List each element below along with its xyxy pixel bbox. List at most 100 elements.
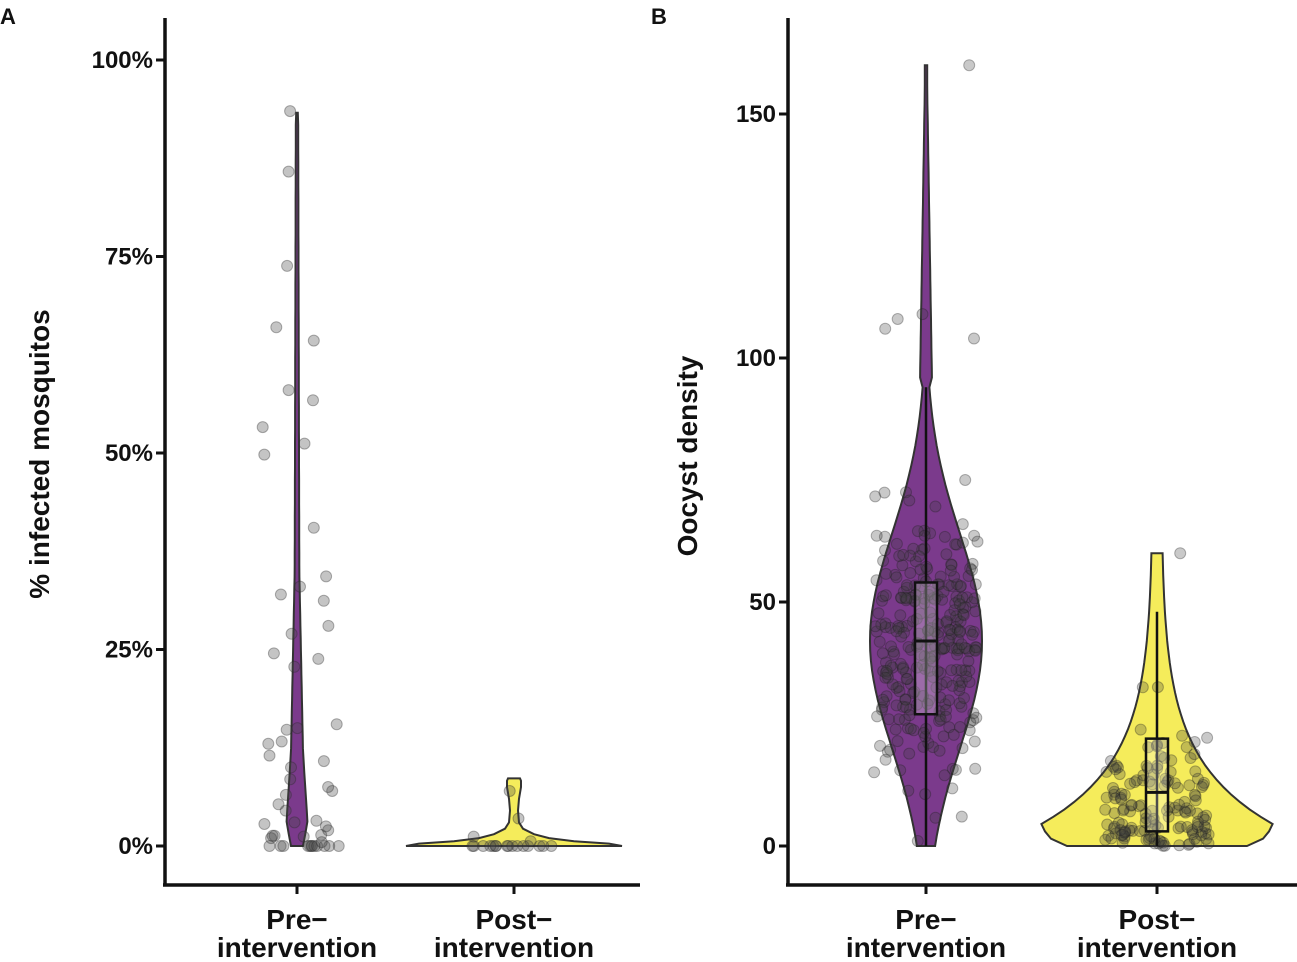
data-point (291, 722, 304, 735)
data-point (945, 558, 958, 571)
data-point (918, 529, 931, 542)
data-point (1109, 827, 1122, 840)
data-point (877, 554, 890, 567)
data-point (308, 840, 321, 852)
data-point (967, 625, 980, 638)
data-point (939, 710, 952, 723)
data-point (918, 650, 931, 663)
data-point (902, 784, 915, 797)
data-point (957, 608, 969, 621)
data-point (937, 642, 950, 655)
data-point (879, 621, 892, 634)
data-point (1158, 839, 1171, 852)
data-point (1198, 776, 1210, 789)
data-point (1201, 731, 1214, 744)
data-point (949, 538, 962, 551)
data-point (280, 723, 293, 736)
data-point (967, 707, 980, 720)
data-point (896, 662, 909, 675)
data-point (262, 737, 275, 750)
panel-a-letter: A (0, 4, 16, 29)
data-point (895, 630, 908, 643)
data-point (524, 835, 537, 848)
data-point (1199, 827, 1212, 840)
data-point (877, 590, 890, 603)
data-point (1180, 741, 1193, 754)
data-point (903, 494, 916, 507)
data-point (953, 642, 966, 655)
data-point (322, 824, 335, 837)
data-point (1099, 833, 1112, 846)
data-point (956, 742, 969, 755)
data-point (940, 704, 953, 716)
data-point (952, 594, 965, 607)
data-point (880, 664, 893, 677)
panel-b-points (868, 59, 1215, 852)
data-point (1108, 807, 1121, 820)
data-point (267, 647, 280, 660)
data-point (958, 641, 971, 654)
data-point (1173, 839, 1186, 852)
data-point (270, 321, 283, 334)
data-point (953, 697, 966, 710)
data-point (870, 574, 883, 587)
panel-b-y-axis-title: Oocyst density (672, 355, 703, 556)
data-point (1128, 776, 1141, 789)
data-point (955, 676, 968, 689)
data-point (933, 744, 946, 757)
data-point (1116, 828, 1129, 841)
data-point (880, 656, 892, 669)
data-point (872, 607, 885, 620)
data-point (945, 664, 958, 677)
data-point (964, 716, 977, 729)
data-point (955, 700, 968, 713)
data-point (874, 739, 886, 752)
data-point (1118, 830, 1131, 843)
data-point (968, 592, 981, 605)
data-point (951, 648, 964, 661)
data-point (506, 840, 519, 852)
data-point (1178, 795, 1191, 808)
data-point (951, 578, 964, 591)
data-point (893, 550, 906, 562)
data-point (298, 437, 311, 450)
data-point (274, 588, 287, 601)
data-point (951, 644, 964, 657)
data-point (1115, 829, 1128, 842)
data-point (937, 585, 950, 598)
data-point (322, 781, 335, 793)
data-point (882, 713, 895, 726)
data-point (305, 840, 318, 852)
data-point (958, 692, 970, 704)
data-point (1181, 821, 1194, 833)
data-point (963, 645, 976, 658)
y-tick-label: 0% (118, 833, 153, 860)
data-point (881, 668, 894, 681)
data-point (940, 548, 953, 561)
data-point (956, 591, 969, 604)
data-point (962, 570, 975, 582)
data-point (265, 832, 278, 845)
data-point (1125, 798, 1138, 811)
data-point (940, 616, 953, 629)
data-point (1119, 825, 1132, 838)
data-point (1202, 828, 1215, 841)
data-point (330, 718, 343, 731)
data-point (490, 840, 502, 852)
data-point (969, 578, 982, 591)
data-point (277, 840, 290, 852)
data-point (944, 624, 957, 637)
data-point (876, 594, 888, 607)
data-point (1168, 801, 1181, 814)
data-point (274, 840, 287, 852)
data-point (898, 626, 910, 639)
data-point (1192, 818, 1204, 831)
data-point (1187, 828, 1200, 841)
data-point (924, 652, 937, 665)
data-point (263, 840, 276, 852)
y-tick-label: 25% (105, 637, 153, 664)
data-point (949, 597, 962, 610)
data-point (1136, 681, 1149, 694)
data-point (900, 673, 913, 685)
data-point (1183, 837, 1196, 850)
